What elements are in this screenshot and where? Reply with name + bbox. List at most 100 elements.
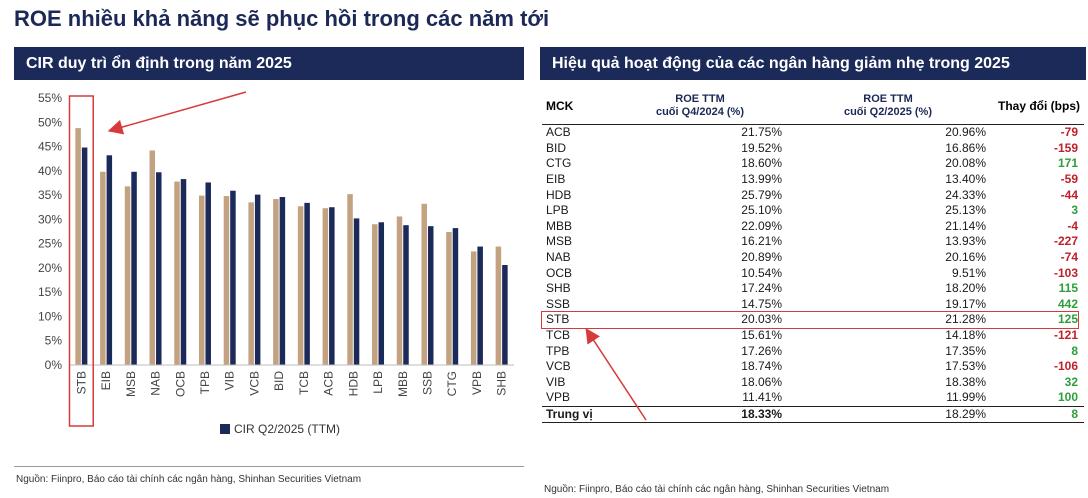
cell-mck: EIB (546, 172, 566, 187)
cell-roe-q2: 21.14% (945, 218, 986, 233)
cell-roe-q4: 14.75% (741, 296, 782, 311)
table-row: VPB 11.41% 11.99% 100 (542, 390, 1084, 406)
y-tick-label: 0% (45, 358, 63, 372)
cell-roe-q2: 20.16% (945, 250, 986, 265)
bar-stb-q2-2025 (81, 147, 88, 365)
cell-roe-q2: 9.51% (951, 265, 986, 280)
table-row: MSB 16.21% 13.93% -227 (542, 234, 1084, 250)
table-row: EIB 13.99% 13.40% -59 (542, 172, 1084, 188)
cell-roe-q2: 25.13% (945, 203, 986, 218)
bar-bid-prior (273, 198, 279, 365)
x-tick-label: TPB (198, 371, 212, 394)
cell-change: -79 (1060, 125, 1078, 140)
footer-roe-q2: 18.29% (945, 406, 986, 421)
cell-roe-q4: 18.74% (741, 359, 782, 374)
page-title: ROE nhiều khả năng sẽ phục hồi trong các… (14, 6, 550, 31)
y-tick-label: 40% (38, 164, 62, 178)
bar-vcb-q2-2025 (254, 194, 261, 365)
cell-roe-q4: 16.21% (741, 234, 782, 249)
x-tick-label: EIB (99, 371, 113, 390)
cell-roe-q4: 15.61% (741, 328, 782, 343)
bar-mbb-q2-2025 (403, 225, 409, 365)
cell-change: -59 (1060, 172, 1078, 187)
cell-mck: OCB (546, 265, 573, 280)
cir-bar-chart: 0% 5% 10% 15% 20% 25% 30% 35% 40% 45% 50% 55% STB EIB… (38, 91, 514, 436)
bar-ssb-prior (421, 203, 427, 365)
x-tick-label: VIB (223, 371, 237, 390)
footer-label: Trung vị (546, 406, 593, 421)
cell-roe-q2: 17.35% (945, 343, 986, 358)
bar-ssb-q2-2025 (427, 226, 434, 365)
bar-vib-q2-2025 (230, 190, 236, 365)
bar-eib-prior (100, 171, 106, 365)
bar-tcb-q2-2025 (304, 202, 310, 365)
header-roe-q4-line1: ROE TTM (675, 93, 725, 105)
bar-shb-prior (495, 246, 502, 365)
y-tick-label: 20% (38, 261, 62, 275)
roe-table: MCK ROE TTM cuối Q4/2024 (%) ROE TTM cuối … (542, 88, 1084, 423)
bar-acb-q2-2025 (329, 207, 335, 365)
table-row: VCB 18.74% 17.53% -106 (542, 359, 1084, 375)
bar-nab-q2-2025 (156, 172, 162, 365)
table-body: ACB 21.75% 20.96% -79 BID 19.52% 16.86% -159 CTG… (542, 125, 1084, 407)
cell-mck: HDB (546, 187, 572, 202)
header-roe-q4-line2: cuối Q4/2024 (%) (655, 106, 745, 118)
cell-change: -121 (1053, 328, 1078, 343)
table-row: BID 19.52% 16.86% -159 (542, 141, 1084, 157)
cell-mck: SHB (546, 281, 571, 296)
bar-lpb-prior (372, 224, 378, 365)
header-change: Thay đổi (bps) (998, 98, 1080, 113)
cell-roe-q4: 17.26% (741, 343, 782, 358)
table-header-row: MCK ROE TTM cuối Q4/2024 (%) ROE TTM cuối … (542, 88, 1084, 125)
cell-roe-q4: 18.60% (741, 156, 782, 171)
cell-roe-q4: 21.75% (741, 125, 782, 140)
x-tick-label: LPB (371, 371, 385, 394)
bar-vcb-prior (248, 202, 254, 365)
x-tick-label: NAB (149, 371, 163, 396)
cell-roe-q2: 13.93% (945, 234, 986, 249)
cell-roe-q4: 25.10% (741, 203, 782, 218)
cell-roe-q4: 22.09% (741, 218, 782, 233)
y-tick-label: 55% (38, 91, 62, 105)
table-row: TCB 15.61% 14.18% -121 (542, 328, 1084, 344)
cell-mck: MBB (546, 218, 573, 233)
x-tick-label: VPB (470, 371, 484, 395)
cell-roe-q2: 18.20% (945, 281, 986, 296)
cell-roe-q2: 13.40% (945, 172, 986, 187)
table-row: SSB 14.75% 19.17% 442 (542, 297, 1084, 313)
cell-roe-q2: 19.17% (945, 296, 986, 311)
x-tick-label: OCB (173, 371, 187, 397)
table-row: OCB 10.54% 9.51% -103 (542, 265, 1084, 281)
header-roe-q2: ROE TTM cuối Q2/2025 (%) (786, 88, 990, 125)
x-tick-label: HDB (346, 371, 360, 396)
cell-change: -4 (1067, 218, 1078, 233)
cell-roe-q2: 20.96% (945, 125, 986, 140)
bar-ocb-q2-2025 (180, 179, 187, 365)
cell-roe-q4: 18.06% (741, 374, 782, 389)
cell-mck: ACB (546, 125, 571, 140)
cell-change: 442 (1057, 296, 1078, 311)
cell-roe-q2: 14.18% (945, 328, 986, 343)
table-row: NAB 20.89% 20.16% -74 (542, 250, 1084, 266)
table-source-note: Nguồn: Fiinpro, Báo cáo tài chính các ng… (544, 484, 890, 495)
bar-ctg-prior (446, 231, 452, 365)
bar-ocb-prior (174, 181, 180, 365)
cell-mck: TPB (546, 343, 570, 358)
table-row: LPB 25.10% 25.13% 3 (542, 203, 1084, 219)
cell-mck: NAB (546, 250, 571, 265)
cell-roe-q4: 13.99% (741, 172, 782, 187)
cell-mck: VIB (546, 374, 566, 389)
cell-mck: CTG (546, 156, 572, 171)
bar-shb-q2-2025 (502, 264, 508, 365)
x-tick-label: SHB (495, 371, 509, 396)
y-tick-label: 5% (45, 334, 63, 348)
y-tick-label: 25% (38, 237, 62, 251)
table-row: SHB 17.24% 18.20% 115 (542, 281, 1084, 297)
bar-hdb-prior (347, 194, 353, 365)
cell-change: 125 (1057, 312, 1078, 327)
x-tick-label: SSB (420, 371, 434, 395)
cell-roe-q4: 17.24% (741, 281, 782, 296)
bar-stb-prior (75, 128, 81, 365)
cell-mck: LPB (546, 203, 569, 218)
cell-change: -227 (1053, 234, 1078, 249)
